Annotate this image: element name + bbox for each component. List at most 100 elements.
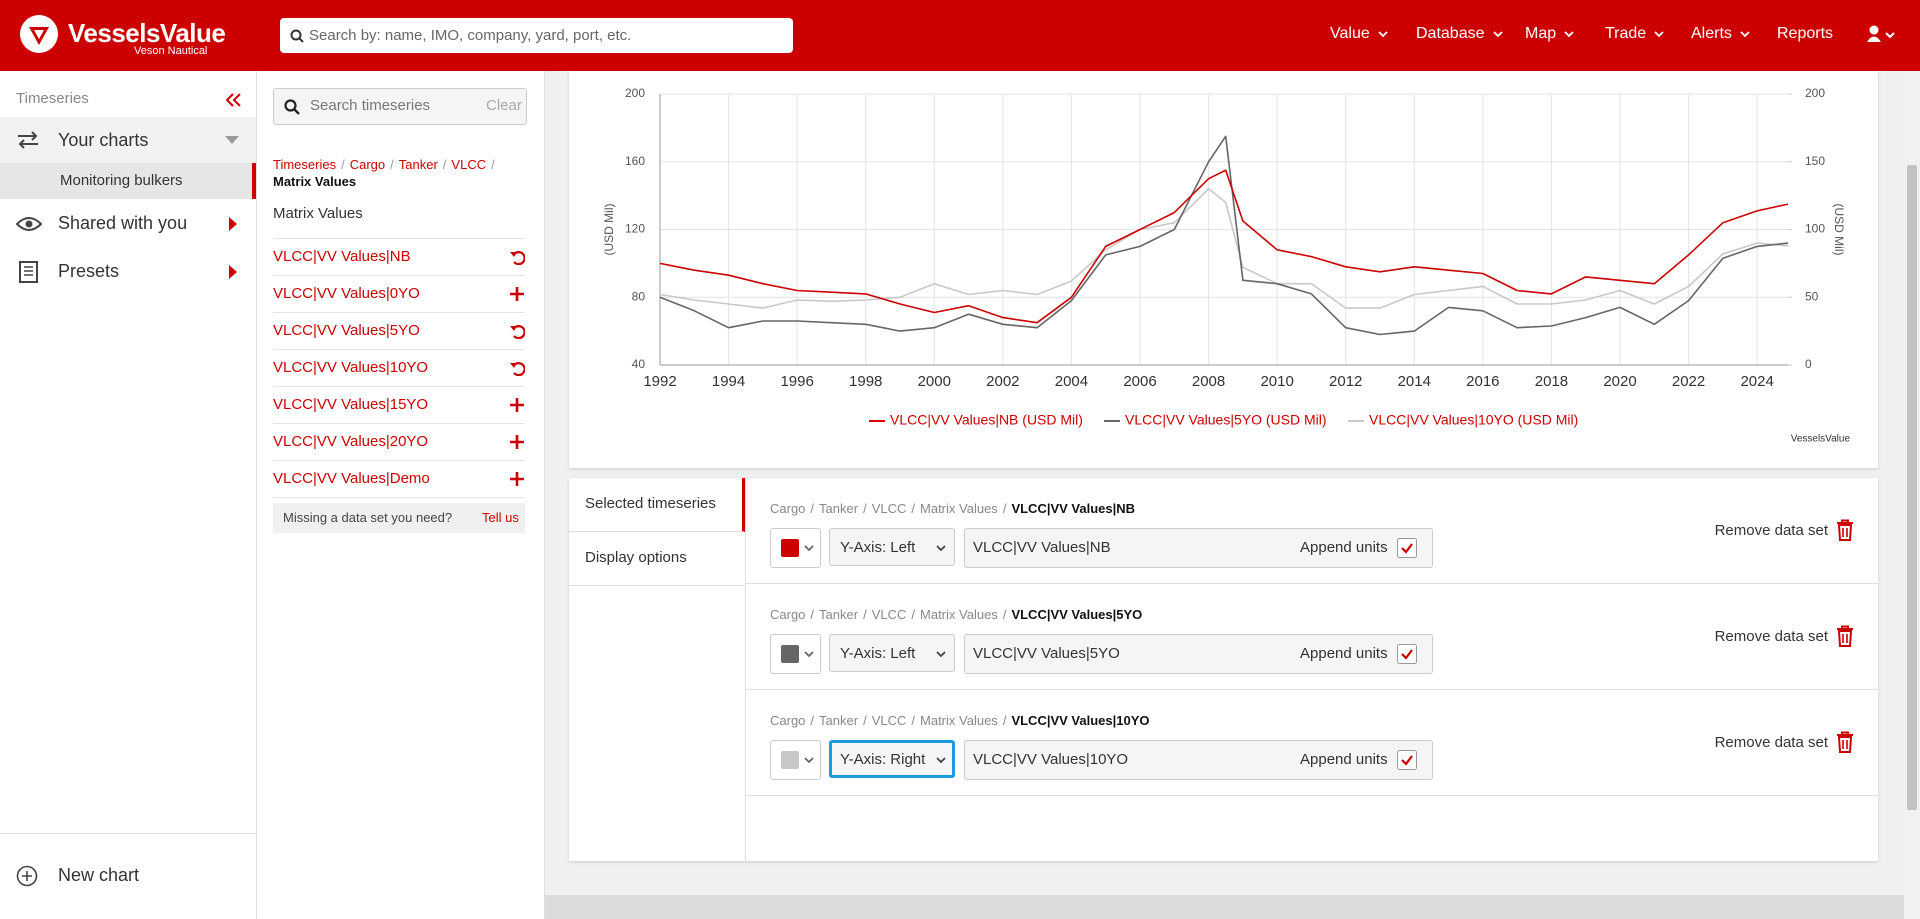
selected-panel: Selected timeseries Display options Cargo /… [569,478,1878,861]
global-search[interactable]: Search by: name, IMO, company, yard, por… [280,18,793,53]
add-icon[interactable] [509,286,525,302]
missing-text: Missing a data set you need? [283,510,453,525]
path-part: Cargo [770,607,806,622]
nav-item[interactable]: Database [1416,25,1503,43]
path-separator: / [1002,501,1007,516]
add-icon[interactable] [509,434,525,450]
add-icon[interactable] [509,397,525,413]
x-tick-label: 1996 [780,373,813,390]
dropdown-chevron [804,651,814,658]
remove-data-set[interactable]: Remove data set [1715,731,1854,753]
path-separator: / [810,501,815,516]
remove-data-set[interactable]: Remove data set [1715,519,1854,541]
remove-data-set[interactable]: Remove data set [1715,625,1854,647]
tab[interactable]: Display options [569,532,745,586]
axis-select[interactable]: Y-Axis: Left [829,634,955,672]
legend-label[interactable]: VLCC|VV Values|NB (USD Mil) [890,412,1083,428]
x-tick-label: 1992 [643,373,676,390]
chart-card: 40 80 120 160 200 0 50 100 150 200 1992 1994 1996 199… [569,71,1878,468]
path-separator: / [863,713,867,728]
nav-chevron [1564,30,1574,37]
path-part: Matrix Values [920,713,998,728]
series-name: VLCC|VV Values|5YO [1011,607,1143,622]
your-charts-row[interactable]: Your charts [0,117,256,163]
chart-item[interactable]: Monitoring bulkers [0,163,256,199]
legend-label[interactable]: VLCC|VV Values|5YO (USD Mil) [1125,412,1327,428]
series-name-input[interactable]: VLCC|VV Values|NB Append units [964,528,1433,568]
eye-icon [16,217,42,231]
new-chart-button[interactable]: New chart [0,858,256,894]
collapse-button[interactable] [226,93,242,107]
clear-button[interactable]: Clear [486,97,522,114]
x-tick-label: 2008 [1192,373,1225,390]
add-icon[interactable] [509,471,525,487]
top-bar: VesselsValue Veson Nautical Search by: n… [0,0,1920,71]
timeseries-label: VLCC|VV Values|5YO [273,322,420,339]
color-picker[interactable] [770,740,821,780]
x-tick-label: 2024 [1740,373,1773,390]
remove-icon[interactable] [509,360,525,376]
tab-label: Selected timeseries [585,495,716,512]
chart-credit: VesselsValue [1791,434,1851,445]
timeseries-item[interactable]: VLCC|VV Values|15YO [273,387,525,424]
timeseries-label: VLCC|VV Values|20YO [273,433,429,450]
series-line [659,135,1789,336]
timeseries-item[interactable]: VLCC|VV Values|10YO [273,350,525,387]
nav-label: Database [1416,25,1485,42]
remove-icon[interactable] [509,249,525,265]
append-units-checkbox[interactable] [1397,750,1417,770]
series-name-input[interactable]: VLCC|VV Values|10YO Append units [964,740,1433,780]
timeseries-item[interactable]: VLCC|VV Values|0YO [273,276,525,313]
y-axis-title: (USD Mil) [602,204,616,256]
expand-arrow [225,136,239,144]
nav-item[interactable]: Value [1330,25,1388,43]
path-part: Tanker [819,607,859,622]
timeseries-item[interactable]: VLCC|VV Values|NB [273,239,525,276]
series-path: Cargo / Tanker / VLCC / Matrix Values / VLCC|VV … [770,501,1135,516]
append-units-checkbox[interactable] [1397,538,1417,558]
input-value: VLCC|VV Values|10YO [973,751,1129,768]
tell-us-link[interactable]: Tell us [482,510,519,525]
x-tick-label: 1998 [849,373,882,390]
axis-select[interactable]: Y-Axis: Right [829,740,955,778]
shared-row[interactable]: Shared with you [0,206,256,242]
nav-item[interactable]: Alerts [1691,25,1750,43]
color-picker[interactable] [770,634,821,674]
tab-divider [745,478,746,861]
logo-text[interactable]: VesselsValue [68,18,226,48]
breadcrumb-separator: / [341,157,345,172]
logo-icon[interactable] [20,15,58,53]
nav-item[interactable]: Reports [1777,25,1833,43]
nav-label: Map [1525,25,1557,42]
timeseries-item[interactable]: VLCC|VV Values|Demo [273,461,525,498]
x-tick-label: 2002 [986,373,1019,390]
nav-item[interactable]: Map [1525,25,1574,43]
series-row: Cargo / Tanker / VLCC / Matrix Values / VLCC|VV … [746,690,1878,796]
legend-label[interactable]: VLCC|VV Values|10YO (USD Mil) [1369,412,1578,428]
timeseries-label: VLCC|VV Values|15YO [273,396,429,413]
breadcrumb-link[interactable]: Timeseries [273,157,337,172]
scrollbar-thumb[interactable] [1907,165,1917,810]
series-name-input[interactable]: VLCC|VV Values|5YO Append units [964,634,1433,674]
nav-label: Value [1330,25,1370,42]
timeseries-label: VLCC|VV Values|Demo [273,470,430,487]
append-units-checkbox[interactable] [1397,644,1417,664]
x-tick-label: 1994 [712,373,745,390]
color-picker[interactable] [770,528,821,568]
user-menu[interactable] [1866,25,1896,45]
color-swatch [781,539,799,557]
tab[interactable]: Selected timeseries [569,478,745,532]
timeseries-search[interactable]: Search timeseries Clear [273,88,527,125]
x-tick-label: 2010 [1260,373,1293,390]
axis-select[interactable]: Y-Axis: Left [829,528,955,566]
breadcrumb-link[interactable]: Tanker [398,157,438,172]
remove-icon[interactable] [509,323,525,339]
axis-select-value: Y-Axis: Right [840,751,926,768]
remove-label: Remove data set [1714,627,1828,645]
timeseries-item[interactable]: VLCC|VV Values|5YO [273,313,525,350]
breadcrumb-link[interactable]: VLCC [451,157,487,172]
nav-item[interactable]: Trade [1605,25,1664,43]
breadcrumb-link[interactable]: Cargo [349,157,386,172]
timeseries-item[interactable]: VLCC|VV Values|20YO [273,424,525,461]
presets-row[interactable]: Presets [0,254,256,290]
